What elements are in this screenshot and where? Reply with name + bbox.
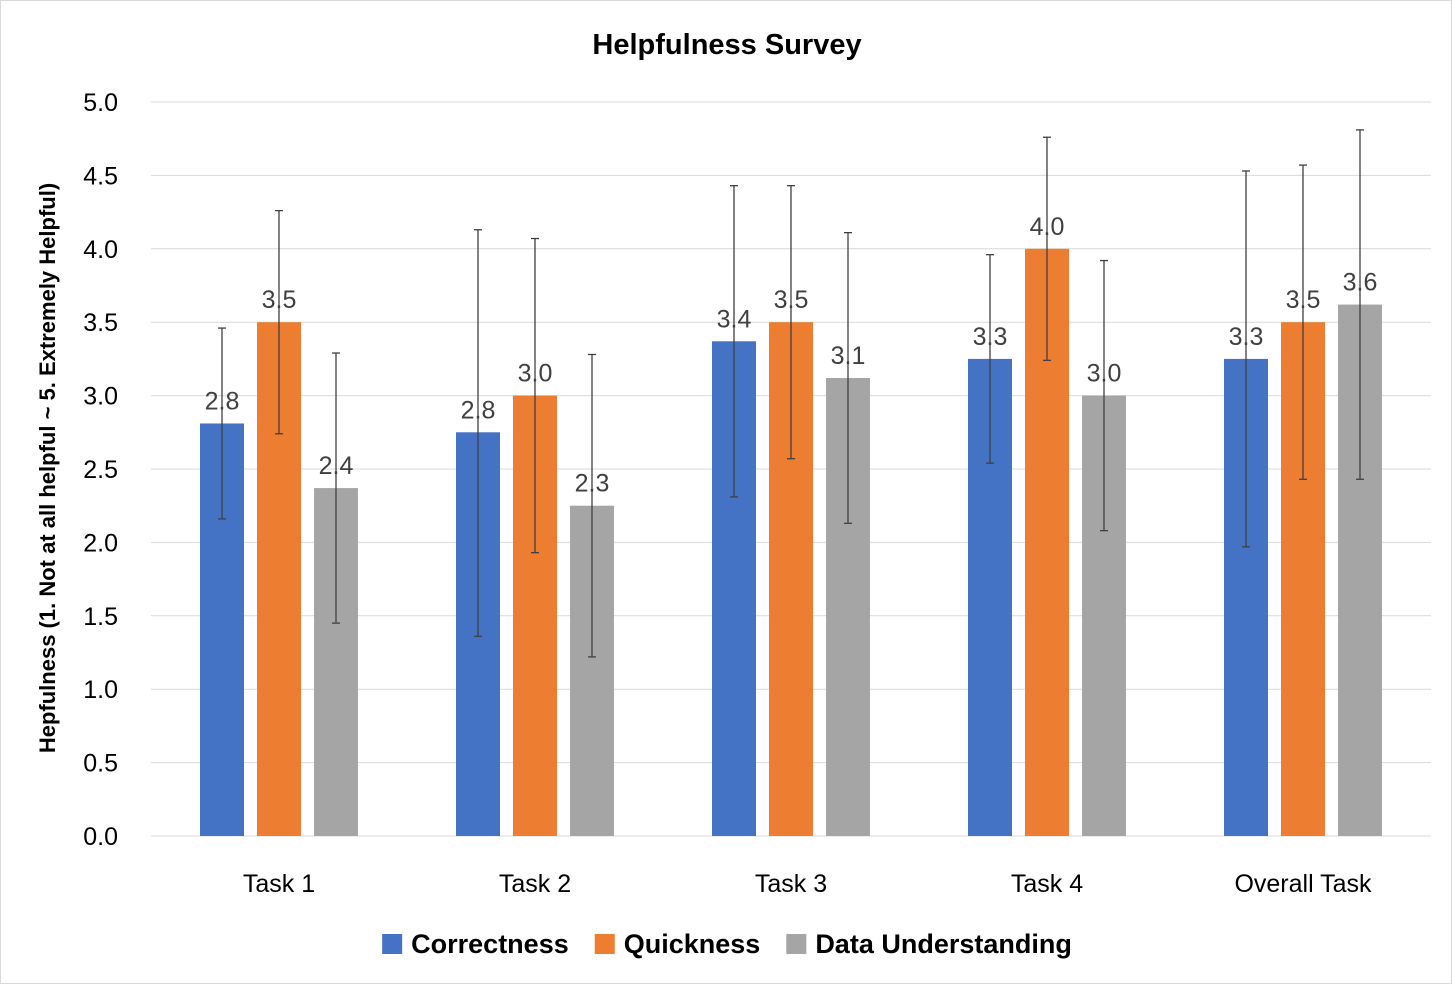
data-label: 3.5 <box>774 286 809 314</box>
y-tick-label: 1.5 <box>83 603 118 631</box>
x-tick-label: Task 1 <box>243 870 315 898</box>
y-axis-ticks: 0.0 0.5 1.0 1.5 2.0 2.5 3.0 3.5 4.0 4.5 5.0 <box>83 89 118 851</box>
x-tick-label: Task 4 <box>1011 870 1083 898</box>
y-tick-label: 4.5 <box>83 162 118 190</box>
y-axis-title: Hepfulness (1. Not at all helpful ~ 5. E… <box>35 183 60 753</box>
legend-label: Quickness <box>624 929 761 959</box>
y-tick-label: 1.0 <box>83 676 118 704</box>
y-tick-label: 4.0 <box>83 236 118 264</box>
data-label: 3.5 <box>262 286 297 314</box>
y-tick-label: 0.5 <box>83 750 118 778</box>
legend-swatch-correctness <box>382 934 403 954</box>
legend-swatch-quickness <box>594 934 615 954</box>
data-label: 3.0 <box>1087 360 1122 388</box>
x-tick-label: Task 2 <box>499 870 571 898</box>
bars <box>200 248 1382 837</box>
data-label: 2.8 <box>205 387 240 415</box>
chart-title: Helpfulness Survey <box>592 29 861 61</box>
data-label: 3.6 <box>1343 269 1378 297</box>
x-tick-label: Task 3 <box>755 870 827 898</box>
legend-label: Correctness <box>411 929 569 959</box>
y-tick-label: 0.0 <box>83 823 118 851</box>
data-label: 3.1 <box>831 342 866 370</box>
data-label: 2.4 <box>319 452 354 480</box>
legend: Correctness Quickness Data Understanding <box>382 929 1072 959</box>
y-tick-label: 2.0 <box>83 529 118 557</box>
error-bars <box>218 129 1364 658</box>
legend-swatch-data-understanding <box>786 934 807 954</box>
data-label: 2.3 <box>575 470 610 498</box>
data-label: 2.8 <box>461 396 496 424</box>
legend-label: Data Understanding <box>815 929 1072 959</box>
y-tick-label: 3.0 <box>83 383 118 411</box>
data-label: 3.4 <box>717 305 752 333</box>
y-tick-label: 3.5 <box>83 309 118 337</box>
data-label: 3.0 <box>518 360 553 388</box>
data-labels: 2.8 3.5 2.4 2.8 3.0 2.3 3.4 3.5 3.1 3.3 4.0 3.0 3.3 3… <box>205 213 1378 498</box>
y-tick-label: 2.5 <box>83 456 118 484</box>
data-label: 4.0 <box>1030 213 1065 241</box>
data-label: 3.3 <box>973 323 1008 351</box>
y-tick-label: 5.0 <box>83 89 118 117</box>
x-tick-label: Overall Task <box>1234 870 1372 898</box>
data-label: 3.3 <box>1229 323 1264 351</box>
data-label: 3.5 <box>1286 286 1321 314</box>
x-axis-ticks: Task 1 Task 2 Task 3 Task 4 Overall Task <box>243 870 1372 898</box>
